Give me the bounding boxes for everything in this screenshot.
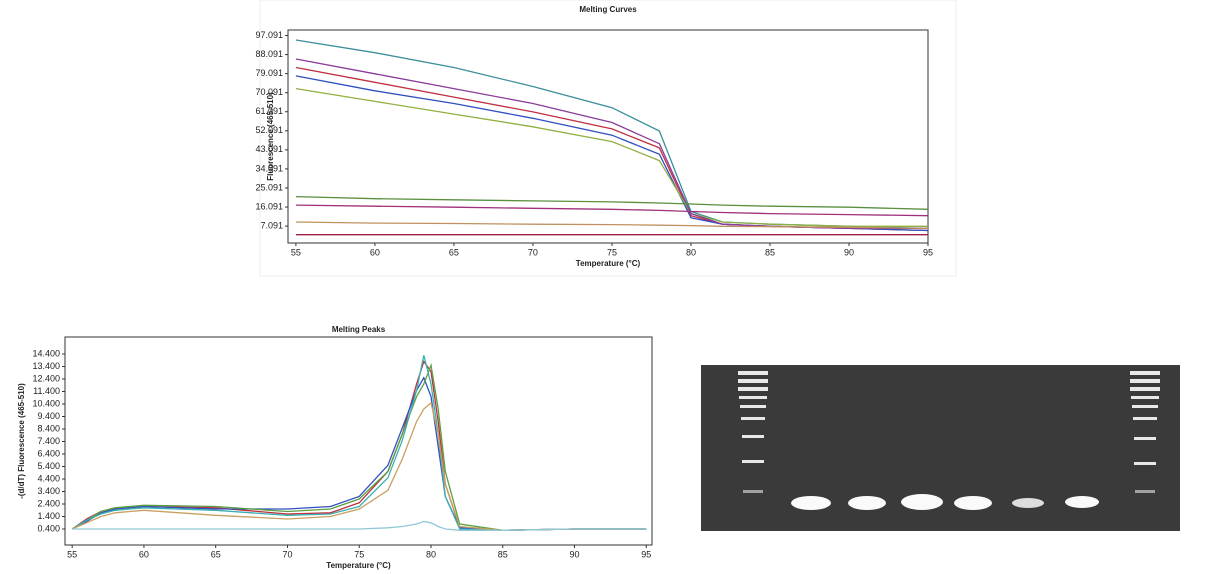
series-line <box>295 195 929 210</box>
series-line <box>295 87 928 227</box>
y-tick-label: 3.400 <box>37 486 60 496</box>
y-tick-label: 10.400 <box>32 398 60 408</box>
y-tick-label: 34.091 <box>255 163 283 173</box>
y-tick-label: 6.400 <box>37 448 60 458</box>
series-line <box>295 204 929 217</box>
series-line <box>71 401 647 531</box>
x-tick-label: 65 <box>449 247 459 257</box>
x-tick-label: 95 <box>641 549 651 559</box>
x-tick-label: 70 <box>528 247 538 257</box>
chart-title: Melting Peaks <box>332 325 386 334</box>
y-tick-label: 79.091 <box>255 68 283 78</box>
y-tick-label: 43.091 <box>255 144 283 154</box>
x-tick-label: 85 <box>765 247 775 257</box>
x-tick-label: 75 <box>354 549 364 559</box>
x-tick-label: 70 <box>282 549 292 559</box>
y-tick-label: 4.400 <box>37 473 60 483</box>
y-tick-label: 70.091 <box>255 87 283 97</box>
y-tick-label: 88.091 <box>255 49 283 59</box>
y-tick-label: 12.400 <box>32 373 60 383</box>
y-tick-label: 2.400 <box>37 498 60 508</box>
y-tick-label: 52.091 <box>255 125 283 135</box>
series-line <box>72 520 647 531</box>
x-tick-label: 55 <box>67 549 77 559</box>
y-tick-label: 0.400 <box>37 523 60 533</box>
y-tick-label: 16.091 <box>255 201 283 211</box>
series-line <box>71 362 647 531</box>
gel-image <box>701 365 1180 531</box>
x-tick-label: 55 <box>291 247 301 257</box>
x-tick-label: 60 <box>139 549 149 559</box>
y-axis-label: -(d/dT) Fluorescence (465-510) <box>17 383 26 499</box>
y-tick-label: 7.400 <box>37 436 60 446</box>
y-tick-label: 11.400 <box>33 386 60 396</box>
y-tick-label: 61.091 <box>255 106 283 116</box>
x-tick-label: 90 <box>569 549 579 559</box>
y-tick-label: 1.400 <box>37 511 60 521</box>
y-tick-label: 5.400 <box>37 461 60 471</box>
series-line <box>71 355 647 531</box>
x-tick-label: 65 <box>211 549 221 559</box>
x-tick-label: 90 <box>844 247 854 257</box>
x-tick-label: 80 <box>686 247 696 257</box>
y-tick-label: 13.400 <box>32 361 60 371</box>
chart-title: Melting Curves <box>579 5 637 14</box>
y-tick-label: 25.091 <box>255 182 283 192</box>
x-tick-label: 95 <box>923 247 933 257</box>
plot-area <box>64 336 653 546</box>
series-line <box>295 221 929 230</box>
y-tick-label: 9.400 <box>37 411 60 421</box>
y-tick-label: 97.091 <box>255 30 283 40</box>
x-tick-label: 60 <box>370 247 380 257</box>
x-tick-label: 85 <box>498 549 508 559</box>
plot-area <box>287 29 929 244</box>
x-tick-label: 80 <box>426 549 436 559</box>
x-axis-label: Temperature (°C) <box>326 561 391 570</box>
x-axis-label: Temperature (°C) <box>576 259 641 268</box>
y-tick-label: 14.400 <box>32 348 60 358</box>
y-axis-label: Fluorescence (465-510) <box>266 92 275 181</box>
y-tick-label: 7.091 <box>260 220 283 230</box>
x-tick-label: 75 <box>607 247 617 257</box>
y-tick-label: 8.400 <box>37 423 60 433</box>
